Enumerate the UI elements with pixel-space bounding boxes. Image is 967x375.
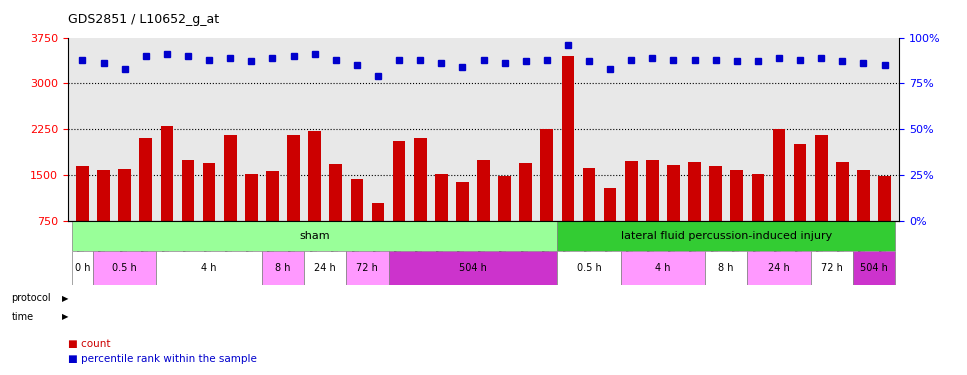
Text: sham: sham <box>300 231 330 241</box>
Bar <box>304 251 346 285</box>
Bar <box>157 251 262 285</box>
Text: 4 h: 4 h <box>201 263 217 273</box>
Bar <box>519 163 532 267</box>
Bar <box>435 174 448 267</box>
Bar <box>203 163 216 267</box>
Bar <box>751 174 764 267</box>
Bar <box>667 165 680 267</box>
Bar <box>730 170 743 267</box>
Bar <box>262 251 304 285</box>
Bar <box>98 170 110 267</box>
Text: 0 h: 0 h <box>74 263 90 273</box>
Text: ▶: ▶ <box>62 312 69 321</box>
Bar <box>541 129 553 267</box>
Bar <box>477 160 490 267</box>
Bar <box>794 144 806 267</box>
Text: 8 h: 8 h <box>718 263 734 273</box>
Bar <box>747 251 810 285</box>
Bar <box>76 166 89 267</box>
Text: 72 h: 72 h <box>821 263 842 273</box>
Bar <box>557 221 895 251</box>
Bar <box>161 126 173 267</box>
Text: 0.5 h: 0.5 h <box>112 263 137 273</box>
Text: lateral fluid percussion-induced injury: lateral fluid percussion-induced injury <box>621 231 832 241</box>
Bar <box>853 251 895 285</box>
Bar <box>705 251 747 285</box>
Bar <box>878 176 891 267</box>
Text: 72 h: 72 h <box>357 263 378 273</box>
Text: protocol: protocol <box>12 293 51 303</box>
Bar <box>139 138 152 267</box>
Bar <box>836 162 849 267</box>
Bar <box>224 135 237 267</box>
Text: 24 h: 24 h <box>314 263 337 273</box>
Bar <box>621 251 705 285</box>
Bar <box>287 135 300 267</box>
Bar <box>562 56 574 267</box>
Bar <box>393 141 405 267</box>
Bar <box>456 182 469 267</box>
Text: ■ percentile rank within the sample: ■ percentile rank within the sample <box>68 354 256 364</box>
Bar <box>414 138 426 267</box>
Bar <box>118 169 131 267</box>
Bar <box>498 176 511 267</box>
Bar <box>603 189 617 267</box>
Text: GDS2851 / L10652_g_at: GDS2851 / L10652_g_at <box>68 13 219 26</box>
Text: ■ count: ■ count <box>68 339 110 349</box>
Bar <box>72 251 93 285</box>
Text: 24 h: 24 h <box>768 263 790 273</box>
Bar <box>810 251 853 285</box>
Bar <box>557 251 621 285</box>
Bar <box>646 160 659 267</box>
Bar <box>182 160 194 267</box>
Bar <box>245 174 257 267</box>
Bar <box>266 171 278 267</box>
Bar <box>308 131 321 267</box>
Text: time: time <box>12 312 34 322</box>
Bar <box>815 135 828 267</box>
Bar <box>583 168 596 267</box>
Text: ▶: ▶ <box>62 294 69 303</box>
Bar <box>72 221 557 251</box>
Bar <box>625 161 637 267</box>
Bar <box>93 251 157 285</box>
Bar <box>330 164 342 267</box>
Text: 504 h: 504 h <box>459 263 486 273</box>
Bar <box>710 166 722 267</box>
Bar <box>389 251 557 285</box>
Text: 504 h: 504 h <box>860 263 888 273</box>
Text: 8 h: 8 h <box>276 263 291 273</box>
Bar <box>346 251 389 285</box>
Bar <box>371 202 384 267</box>
Text: 4 h: 4 h <box>656 263 671 273</box>
Bar <box>689 162 701 267</box>
Bar <box>350 179 364 267</box>
Bar <box>773 129 785 267</box>
Text: 0.5 h: 0.5 h <box>576 263 601 273</box>
Bar <box>857 170 869 267</box>
